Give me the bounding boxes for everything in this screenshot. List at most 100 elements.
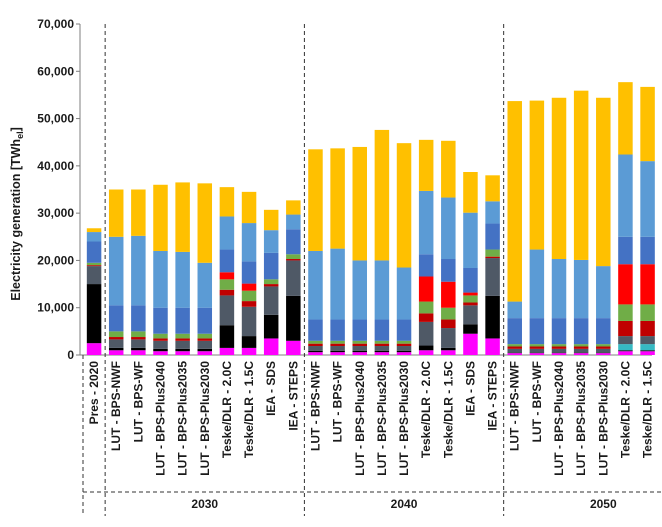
bar-segment: [618, 336, 633, 344]
bar-segment: [87, 232, 102, 241]
bar-segment: [375, 352, 390, 355]
bar-segment: [353, 351, 368, 352]
y-tick-label: 0: [67, 348, 74, 362]
bar-segment: [242, 261, 256, 283]
category-label: LUT - BPS-WF: [131, 361, 145, 442]
bar-segment: [153, 349, 168, 351]
bar-segment: [574, 318, 589, 344]
bar-segment: [353, 260, 368, 319]
bar-segment: [441, 259, 456, 282]
bar-segment: [507, 302, 521, 319]
bar-segment: [463, 293, 478, 296]
bar-segment: [220, 325, 235, 348]
bar-segment: [640, 321, 655, 336]
bar-segment: [507, 349, 521, 353]
bar-segment: [353, 352, 368, 355]
category-label: Pres - 2020: [87, 361, 101, 425]
bar-segment: [264, 230, 279, 253]
bar-segment: [530, 344, 545, 346]
y-tick-label: 40,000: [37, 159, 74, 173]
bar-segment: [353, 320, 368, 341]
bar-segment: [330, 341, 345, 344]
category-label: Teske/DLR - 1.5C: [641, 361, 655, 458]
bar-segment: [330, 346, 345, 351]
bar-segment: [109, 337, 124, 339]
bar-segment: [353, 346, 368, 351]
bar-segment: [640, 344, 655, 350]
category-label: LUT - BPS-Plus2030: [198, 361, 212, 476]
bar-segment: [87, 266, 102, 284]
bar-segment: [574, 344, 589, 346]
bar-segment: [220, 348, 235, 355]
bar-segment: [530, 353, 545, 355]
bar-segment: [109, 190, 124, 237]
category-label: LUT - BPS-Plus2040: [353, 361, 367, 476]
bar-segment: [463, 213, 478, 268]
bar-segment: [330, 351, 345, 352]
bar-segment: [87, 242, 102, 263]
bar-segment: [242, 336, 256, 348]
bar-segment: [109, 350, 124, 355]
bar-segment: [353, 341, 368, 344]
bar-segment: [397, 320, 412, 341]
bar-segment: [463, 172, 478, 213]
bar-segment: [419, 350, 434, 355]
bar-segment: [596, 349, 611, 353]
bar-segment: [574, 260, 589, 318]
category-label: Teske/DLR - 2.0C: [419, 361, 433, 458]
bar-segment: [330, 148, 345, 248]
category-label: IEA - STEPS: [486, 361, 500, 431]
bar-segment: [375, 130, 390, 261]
bar-segment: [198, 349, 213, 351]
bar-segment: [397, 344, 412, 346]
bar-segment: [419, 191, 434, 254]
bar-segment: [175, 351, 190, 355]
bar-segment: [353, 344, 368, 346]
bar-segment: [530, 250, 545, 319]
bar-segment: [286, 259, 301, 260]
bar-segment: [308, 320, 323, 341]
bar-segment: [441, 350, 456, 355]
bar-segment: [596, 266, 611, 318]
bar-segment: [640, 336, 655, 344]
bar-segment: [220, 187, 235, 216]
category-label: LUT - BPS-Plus2030: [596, 361, 610, 476]
category-label: IEA - STEPS: [286, 361, 300, 431]
bar-segment: [308, 251, 323, 320]
bar-segment: [198, 338, 213, 340]
bar-segment: [463, 324, 478, 333]
bar-segment: [419, 140, 434, 191]
bar-segment: [264, 210, 279, 230]
bar-segment: [175, 349, 190, 351]
bar-segment: [242, 284, 256, 291]
bar-segment: [530, 346, 545, 348]
bar-segment: [330, 320, 345, 341]
bar-segment: [153, 338, 168, 340]
bar-segment: [552, 353, 567, 355]
bar-segment: [198, 334, 213, 339]
bar-segment: [574, 349, 589, 353]
bar-segment: [419, 254, 434, 276]
bar-segment: [441, 328, 456, 348]
bar-segment: [131, 339, 146, 348]
bar-segment: [375, 341, 390, 344]
bar-segment: [330, 352, 345, 355]
y-tick-label: 30,000: [37, 206, 74, 220]
bar-segment: [175, 308, 190, 334]
bar-segment: [131, 350, 146, 355]
y-axis-title: Electricity generation [TWhel]: [9, 127, 25, 301]
bar-segment: [375, 346, 390, 351]
y-tick-label: 10,000: [37, 301, 74, 315]
bar-segment: [264, 279, 279, 284]
bar-segment: [618, 304, 633, 321]
bar-segment: [153, 251, 168, 308]
bar-segment: [87, 263, 102, 265]
bar-segment: [596, 353, 611, 355]
bar-segment: [618, 264, 633, 304]
bar-segment: [552, 349, 567, 353]
bar-segment: [485, 338, 500, 355]
bar-segment: [109, 339, 124, 348]
bar-segment: [441, 348, 456, 350]
category-label: Teske/DLR - 1.5C: [242, 361, 256, 458]
